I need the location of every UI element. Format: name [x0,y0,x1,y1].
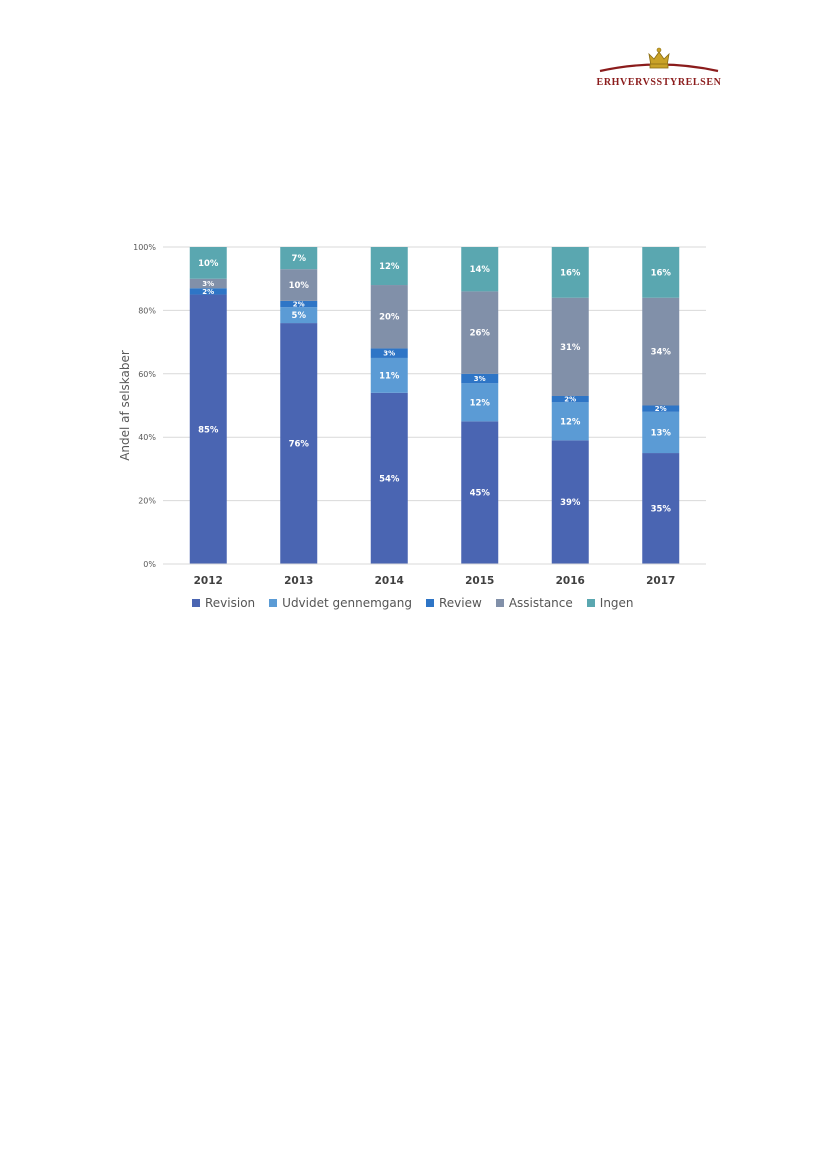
data-label: 5% [292,311,307,321]
bar-segment [189,247,227,279]
legend-swatch [192,599,200,607]
bar-segment [461,373,499,384]
legend-swatch [495,599,504,607]
data-label: 16% [651,268,672,278]
data-label: 76% [289,440,310,450]
bar-segment [461,291,499,374]
data-label: 45% [470,489,491,499]
x-tick-label: 2013 [284,575,313,587]
data-label: 10% [289,281,310,291]
data-label: 13% [651,428,672,438]
bar-segment [551,297,589,396]
data-label: 3% [383,350,395,358]
legend-swatch [586,599,595,607]
bar-segment [370,348,408,358]
bar-segment [461,247,499,292]
legend-item: Assistance [495,596,573,610]
y-tick-label: 0% [143,560,156,569]
data-label: 16% [560,268,581,278]
legend-swatch [426,599,434,607]
data-label: 26% [470,329,491,339]
legend-item: Revision [192,596,255,610]
x-tick-label: 2016 [556,575,585,587]
bar-segment [189,294,227,564]
bar-segment [280,269,318,301]
bar-segment [280,323,318,564]
bar-segment [642,453,680,564]
chart-legend: Revision Udvidet gennemgang Review Assistan… [192,596,634,610]
data-label: 35% [651,505,672,515]
y-tick-label: 100% [133,243,156,252]
bar-segment [280,300,318,308]
x-tick-label: 2015 [465,575,494,587]
y-tick-label: 80% [138,306,156,315]
bar-segment [189,278,227,289]
data-label: 10% [198,259,219,269]
data-label: 54% [379,474,400,484]
data-label: 2% [655,405,667,413]
legend-label: Ingen [599,596,634,610]
data-label: 3% [474,375,486,383]
data-label: 39% [560,498,581,508]
data-label: 85% [198,425,219,435]
bar-segment [642,405,680,412]
legend-item: Udvidet gennemgang [269,596,412,610]
legend-item: Ingen [586,596,634,610]
data-label: 11% [379,371,400,381]
bar-segment [370,392,408,564]
bar-segment [551,402,589,441]
crown-icon [599,47,719,73]
data-label: 12% [470,398,491,408]
data-label: 3% [202,280,214,288]
data-label: 12% [560,417,581,427]
x-tick-label: 2014 [375,575,404,587]
logo-text: ERHVERVSSTYRELSEN [596,77,722,88]
x-tick-label: 2017 [646,575,675,587]
bar-segment [551,395,589,403]
data-label: 2% [202,288,214,296]
data-label: 2% [293,301,305,309]
legend-swatch [269,599,278,607]
bar-segment [280,307,318,324]
bar-segment [551,247,589,298]
y-axis-label: Andel af selskaber [118,350,132,461]
y-tick-label: 20% [138,497,156,506]
bar-segment [370,285,408,349]
data-label: 31% [560,343,581,353]
data-label: 14% [470,265,491,275]
bar-segment [642,297,680,406]
legend-label: Review [439,596,482,610]
legend-label: Revision [205,596,256,610]
data-label: 2% [564,396,576,404]
bar-segment [189,288,227,295]
legend-item: Review [426,596,482,610]
bar-segment [642,247,680,298]
bar-segment [551,440,589,564]
x-tick-label: 2012 [194,575,223,587]
data-label: 7% [292,254,307,264]
y-tick-label: 60% [138,370,156,379]
legend-label: Assistance [508,596,573,610]
stacked-bar-chart: 0% 20% 40% 60% 80% 100% Andel af selskaber 85% 2… [118,243,706,587]
data-label: 12% [379,262,400,272]
bar-segment [461,383,499,422]
data-label: 20% [379,313,400,323]
bar-segment [370,247,408,286]
erhvervsstyrelsen-logo: ERHVERVSSTYRELSEN [596,44,722,92]
bar-segment [461,421,499,564]
legend-label: Udvidet gennemgang [282,596,412,610]
bar-segment [642,411,680,454]
y-tick-label: 40% [138,433,156,442]
data-label: 34% [651,348,672,358]
bar-segment [370,357,408,393]
bar-segment [280,247,318,270]
